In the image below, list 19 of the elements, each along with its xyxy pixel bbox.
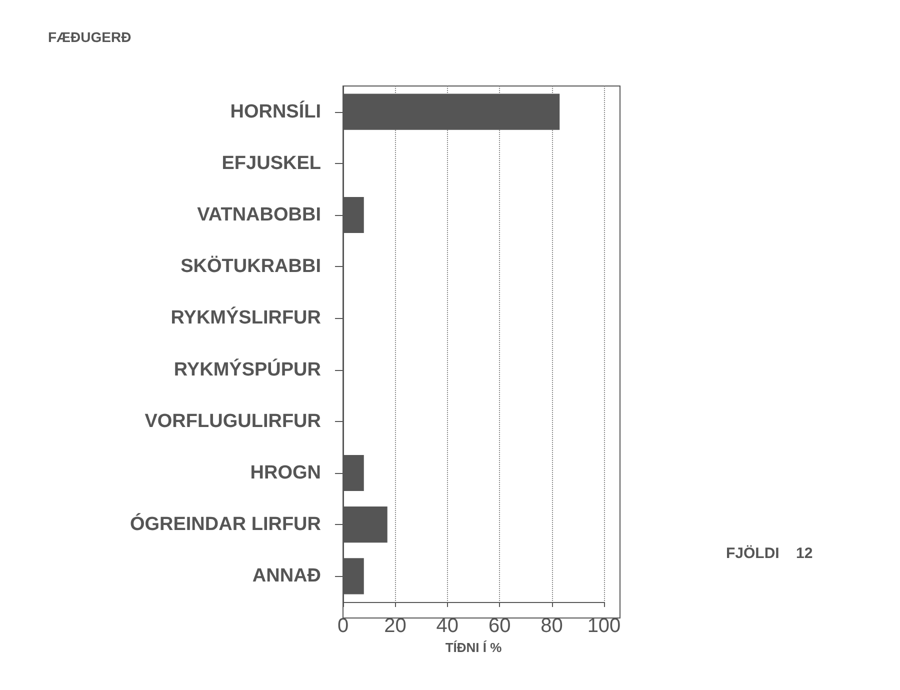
x-tick-label: 40 (436, 615, 459, 637)
y-axis-title: FÆÐUGERÐ (48, 29, 132, 45)
y-tick-label: RYKMÝSLIRFUR (170, 306, 322, 329)
x-tick-label: 80 (540, 615, 563, 637)
x-tick-label: 20 (384, 615, 406, 637)
y-tick-label: HROGN (250, 462, 321, 484)
y-tick-label: HORNSÍLI (230, 100, 321, 122)
x-tick-label: 100 (587, 615, 621, 637)
y-tick-label: RYKMÝSPÚPUR (174, 358, 322, 380)
x-tick-label: 0 (337, 615, 349, 637)
y-tick-label: VATNABOBBI (197, 204, 321, 226)
y-tick-label: ÓGREINDAR LIRFUR (130, 513, 322, 536)
y-tick-label: SKÖTUKRABBI (180, 255, 321, 278)
y-tick-label: ANNAÐ (252, 566, 321, 587)
x-axis-title: TÍÐNI Í % (445, 640, 502, 655)
text: FJÖLDI 12 (726, 545, 813, 562)
x-tick-label: 60 (488, 615, 511, 637)
y-tick-label: EFJUSKEL (222, 152, 322, 174)
y-tick-label: VORFLUGULIRFUR (144, 410, 322, 432)
